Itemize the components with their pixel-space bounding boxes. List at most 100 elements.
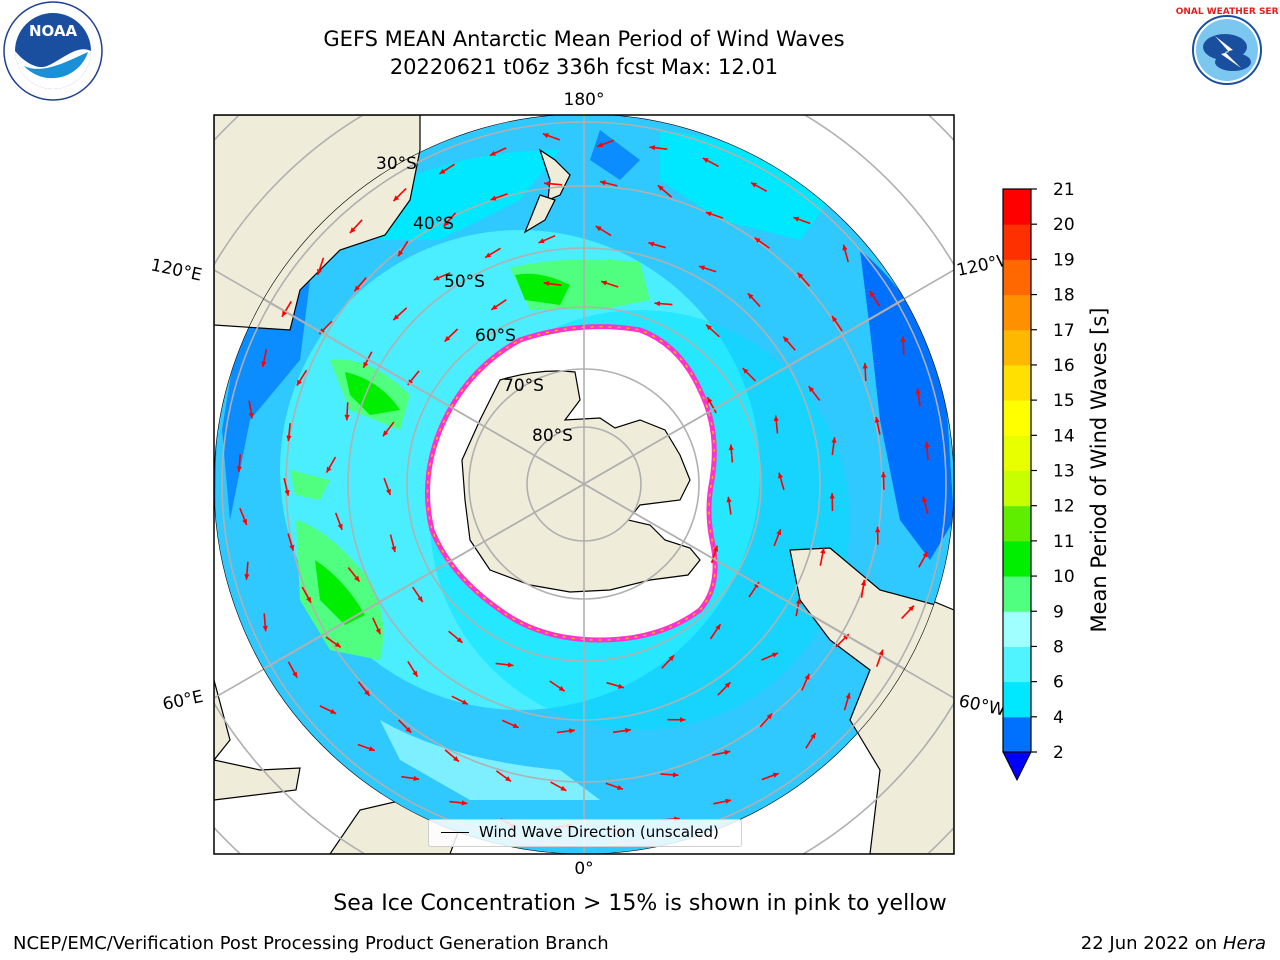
wind-wave-arrow-head: [261, 361, 267, 367]
wind-wave-arrow-head: [413, 775, 420, 781]
colorbar-segment: [1003, 646, 1031, 683]
colorbar-tick-label: 2: [1053, 743, 1064, 763]
colorbar-segment: [1003, 294, 1031, 331]
wind-wave-arrow-head: [706, 324, 712, 331]
wind-wave-arrow-head: [820, 548, 826, 554]
wind-wave-arrow-head: [595, 226, 602, 232]
outer-graticule: [214, 115, 954, 854]
wind-wave-arrow-head: [490, 195, 497, 201]
wind-wave-arrow-head: [461, 800, 468, 806]
wind-wave-arrow-head: [244, 574, 250, 580]
wind-wave-arrow-head: [922, 551, 928, 558]
wind-wave-arrow-head: [405, 727, 412, 733]
wind-wave-arrow-head: [386, 489, 391, 495]
wind-wave-arrow-head: [657, 185, 664, 191]
wind-wave-arrow-head: [538, 238, 545, 244]
wind-wave-arrow-head: [783, 336, 789, 343]
wind-wave-arrow-head: [601, 280, 608, 286]
colorbar-tick-label: 15: [1053, 391, 1075, 411]
colorbar-segment: [1003, 716, 1031, 753]
wind-wave-arrow-head: [443, 220, 450, 227]
wind-wave-arrow-head: [842, 244, 848, 251]
wind-wave-arrow-head: [702, 158, 709, 163]
wind-wave-arrow-head: [512, 723, 519, 728]
colorbar-segment: [1003, 400, 1031, 436]
wind-wave-arrow-head: [726, 496, 732, 503]
wind-wave-arrow-head: [560, 785, 567, 791]
wind-wave-arrow-head: [649, 145, 656, 151]
colorbar-tick-label: 6: [1053, 673, 1064, 693]
colorbar-tick-label: 9: [1053, 602, 1064, 622]
wind-wave-arrow-head: [317, 268, 322, 275]
colorbar-tick-label: 20: [1053, 215, 1075, 235]
wind-wave-arrow-head: [829, 493, 835, 499]
wind-wave-arrow-head: [417, 596, 423, 602]
noaa-logo-text: NOAA: [29, 22, 78, 40]
colorbar-segment: [1003, 224, 1031, 260]
wind-wave-arrow-head: [326, 466, 332, 473]
wind-wave-arrow-head: [444, 335, 451, 342]
lon-label-180: 180°: [564, 90, 605, 110]
chart-title: GEFS MEAN Antarctic Mean Period of Wind …: [323, 27, 845, 51]
lon-label-0: 0°: [574, 859, 593, 879]
wind-wave-arrow-head: [618, 683, 624, 689]
wind-wave-arrow-head: [810, 732, 816, 739]
wind-wave-arrow-head: [725, 798, 731, 804]
wind-wave-arrow-head: [344, 414, 350, 421]
wind-wave-arrow-head: [242, 518, 247, 525]
wind-wave-arrow-head: [772, 772, 779, 778]
colorbar-tick-label: 12: [1053, 497, 1075, 517]
wind-wave-arrow-head: [354, 575, 360, 582]
nws-logo: NATIONAL WEATHER SERVICE: [1175, 3, 1279, 97]
colorbar-segment: [1003, 329, 1031, 366]
footer-date: 22 Jun 2022 on Hera: [1081, 933, 1266, 954]
wind-wave-arrow-head: [393, 195, 400, 202]
wind-wave-arrow-head: [439, 168, 446, 174]
wind-wave-arrow-head: [375, 628, 381, 635]
wind-wave-arrow-head: [433, 275, 440, 281]
wind-wave-arrow-head: [777, 472, 783, 479]
wind-wave-arrow-head: [286, 435, 292, 442]
wind-wave-arrow-head: [724, 750, 731, 756]
footer-credit: NCEP/EMC/Verification Post Processing Pr…: [13, 933, 609, 954]
colorbar-segment: [1003, 364, 1031, 401]
colorbar-segment: [1003, 435, 1031, 471]
wind-wave-arrow-head: [289, 544, 295, 551]
wind-wave-arrow-head: [713, 545, 719, 552]
colorbar-tick-label: 8: [1053, 637, 1064, 657]
colorbar-tick-label: 14: [1053, 426, 1075, 446]
wind-wave-arrow-head: [282, 310, 287, 317]
wind-wave-arrow-head: [363, 361, 369, 368]
colorbar-segment: [1003, 681, 1031, 718]
wind-wave-arrow-head: [544, 181, 550, 187]
wind-wave-arrow-head: [507, 662, 514, 668]
wind-wave-arrow-head: [845, 692, 851, 699]
wind-wave-arrow-head: [489, 150, 496, 156]
wind-wave-arrow-head: [915, 388, 921, 395]
colorbar-segment: [1003, 505, 1031, 542]
wind-wave-arrow-head: [831, 437, 837, 443]
colorbar-tick-label: 19: [1053, 250, 1075, 270]
wind-wave-arrow-head: [505, 776, 511, 782]
wind-wave-arrow-head: [491, 304, 498, 310]
caption: Sea Ice Concentration > 15% is shown in …: [333, 891, 947, 916]
map-frame: [213, 114, 955, 855]
wind-wave-arrow-head: [349, 227, 356, 234]
wind-wave-arrow-head: [597, 142, 603, 148]
legend-line-swatch: [441, 832, 469, 833]
wind-wave-arrow-head: [776, 529, 782, 536]
wind-wave-arrow-head: [616, 785, 623, 790]
wind-wave-arrow-head: [398, 250, 404, 257]
colorbar-tick-label: 4: [1053, 708, 1064, 728]
lat-label-50s: 50°S: [444, 272, 485, 292]
wind-wave-arrow-head: [334, 642, 341, 648]
wind-wave-arrow-head: [724, 682, 731, 688]
wind-wave-arrow-head: [292, 671, 298, 678]
colorbar-segment: [1003, 470, 1031, 507]
lat-label-70s: 70°S: [503, 376, 544, 396]
wind-wave-arrow-head: [750, 182, 757, 188]
wind-wave-arrow-head: [248, 412, 254, 419]
wind-wave-arrow-head: [393, 314, 400, 321]
wind-wave-arrow-head: [648, 241, 655, 247]
